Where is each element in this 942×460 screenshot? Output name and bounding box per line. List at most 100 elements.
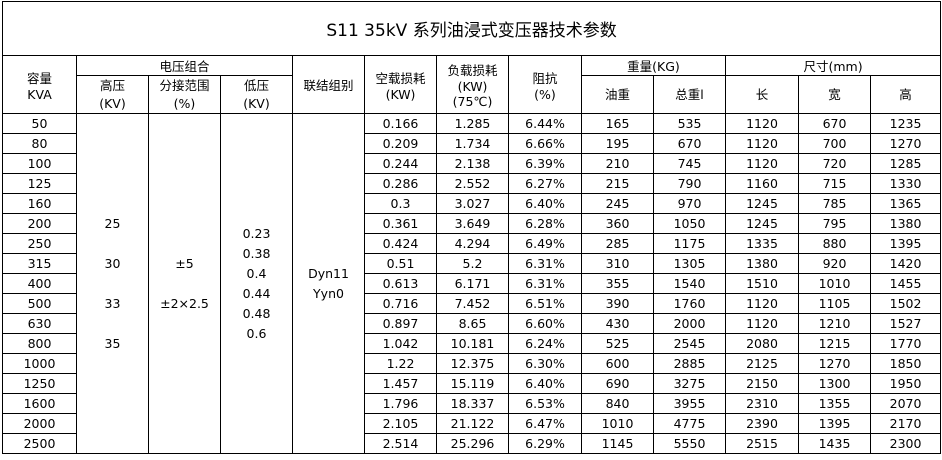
cell-width: 1270 (798, 353, 871, 374)
lv-value: 0.38 (242, 245, 271, 261)
cell-load-loss: 12.375 (436, 353, 509, 374)
cell-length: 2515 (725, 433, 799, 454)
table-row: 50 25 30 33 35 ±5 ±2×2.5 0.23 0.38 0.4 0.44 0.48 0.6… (2, 113, 942, 454)
header-tap: 分接范围 (%) (148, 75, 221, 114)
header-lv: 低压 (KV) (220, 75, 293, 114)
merged-connection-values: Dyn11 Yyn0 (292, 113, 365, 454)
hv-value: 35 (104, 335, 121, 351)
cell-load-loss: 2.552 (436, 173, 509, 194)
hv-value: 30 (104, 255, 121, 271)
merged-lv-values: 0.23 0.38 0.4 0.44 0.48 0.6 (220, 113, 293, 454)
cell-kva: 1250 (2, 373, 77, 394)
header-height: 高 (869, 75, 942, 114)
table-row: 800 1.042 10.181 6.24% 525 2545 2080 1215 1770 (2, 333, 942, 354)
cell-oil-weight: 840 (581, 393, 654, 414)
cell-load-loss: 2.138 (436, 153, 509, 174)
lv-value: 0.48 (242, 305, 271, 321)
cell-height: 1365 (869, 193, 942, 214)
header-voltage-group: 电压组合 (76, 55, 293, 76)
cell-height: 1380 (869, 213, 942, 234)
cell-kva: 1600 (2, 393, 77, 414)
cell-impedance: 6.39% (508, 153, 582, 174)
cell-length: 1380 (725, 253, 799, 274)
cell-length: 1120 (725, 133, 799, 154)
cell-oil-weight: 1010 (581, 413, 654, 434)
cell-total-weight: 2885 (653, 353, 726, 374)
cell-total-weight: 3275 (653, 373, 726, 394)
cell-kva: 400 (2, 273, 77, 294)
cell-load-loss: 4.294 (436, 233, 509, 254)
cell-load-loss: 25.296 (436, 433, 509, 454)
cell-oil-weight: 165 (581, 113, 654, 134)
header-oil-weight: 油重 (581, 75, 654, 114)
cell-load-loss: 1.734 (436, 133, 509, 154)
cell-kva: 630 (2, 313, 77, 334)
cell-length: 2310 (725, 393, 799, 414)
cell-total-weight: 5550 (653, 433, 726, 454)
cell-total-weight: 2545 (653, 333, 726, 354)
cell-length: 1120 (725, 153, 799, 174)
cell-oil-weight: 360 (581, 213, 654, 234)
cell-no-load-loss: 0.51 (364, 253, 437, 274)
cell-length: 1120 (725, 313, 799, 334)
cell-height: 2300 (869, 433, 942, 454)
cell-impedance: 6.30% (508, 353, 582, 374)
table-row: 630 0.897 8.65 6.60% 430 2000 1120 1210 1527 (2, 313, 942, 334)
cell-width: 1105 (798, 293, 871, 314)
cell-load-loss: 1.285 (436, 113, 509, 134)
header-impedance: 阻抗 (%) (508, 55, 582, 114)
cell-kva: 250 (2, 233, 77, 254)
header-weight: 重量(KG) (581, 55, 726, 76)
hv-value: 25 (104, 215, 121, 231)
cell-kva: 80 (2, 133, 77, 154)
cell-length: 2125 (725, 353, 799, 374)
cell-width: 1210 (798, 313, 871, 334)
cell-impedance: 6.40% (508, 193, 582, 214)
cell-load-loss: 3.027 (436, 193, 509, 214)
cell-kva: 100 (2, 153, 77, 174)
cell-height: 1420 (869, 253, 942, 274)
table-row: 100 0.244 2.138 6.39% 210 745 1120 720 1285 (2, 153, 942, 174)
cell-length: 2150 (725, 373, 799, 394)
cell-width: 700 (798, 133, 871, 154)
cell-no-load-loss: 0.424 (364, 233, 437, 254)
cell-width: 720 (798, 153, 871, 174)
cell-width: 880 (798, 233, 871, 254)
cell-kva: 2000 (2, 413, 77, 434)
cell-total-weight: 790 (653, 173, 726, 194)
cell-load-loss: 15.119 (436, 373, 509, 394)
cell-length: 1160 (725, 173, 799, 194)
tap-value: ±2×2.5 (160, 295, 209, 311)
header-capacity: 容量 KVA (2, 55, 77, 114)
cell-length: 2390 (725, 413, 799, 434)
cell-kva: 200 (2, 213, 77, 234)
cell-no-load-loss: 0.286 (364, 173, 437, 194)
cell-impedance: 6.24% (508, 333, 582, 354)
cell-impedance: 6.31% (508, 253, 582, 274)
cell-oil-weight: 210 (581, 153, 654, 174)
cell-no-load-loss: 1.457 (364, 373, 437, 394)
lv-value: 0.6 (246, 325, 267, 341)
cell-load-loss: 7.452 (436, 293, 509, 314)
header-no-load-loss: 空载损耗 (KW) (364, 55, 437, 114)
table-row: 80 0.209 1.734 6.66% 195 670 1120 700 1270 (2, 133, 942, 154)
cell-impedance: 6.29% (508, 433, 582, 454)
cell-height: 1235 (869, 113, 942, 134)
table-row: 500 0.716 7.452 6.51% 390 1760 1120 1105 1502 (2, 293, 942, 314)
cell-no-load-loss: 0.613 (364, 273, 437, 294)
cell-width: 1395 (798, 413, 871, 434)
header-width: 宽 (798, 75, 871, 114)
merged-tap-values: ±5 ±2×2.5 (148, 113, 221, 454)
cell-length: 1510 (725, 273, 799, 294)
header-length: 长 (725, 75, 799, 114)
cell-oil-weight: 600 (581, 353, 654, 374)
cell-kva: 315 (2, 253, 77, 274)
cell-total-weight: 670 (653, 133, 726, 154)
cell-width: 670 (798, 113, 871, 134)
cell-load-loss: 3.649 (436, 213, 509, 234)
cell-oil-weight: 430 (581, 313, 654, 334)
cell-width: 1215 (798, 333, 871, 354)
cell-total-weight: 1175 (653, 233, 726, 254)
cell-impedance: 6.44% (508, 113, 582, 134)
